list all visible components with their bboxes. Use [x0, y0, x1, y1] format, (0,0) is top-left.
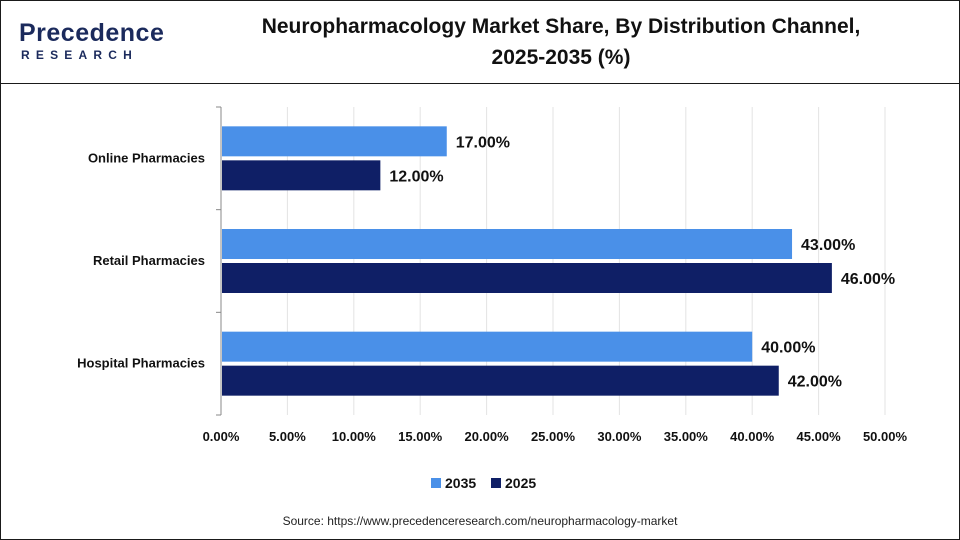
legend-label: 2035 [445, 475, 476, 491]
bar-2035 [222, 126, 447, 157]
x-tick-label: 35.00% [664, 429, 709, 444]
bar-2025 [222, 365, 779, 396]
header: Precedence RESEARCH Neuropharmacology Ma… [1, 1, 959, 84]
x-tick-label: 50.00% [863, 429, 908, 444]
data-label: 40.00% [761, 340, 815, 357]
x-tick-label: 10.00% [332, 429, 377, 444]
data-label: 17.00% [456, 134, 510, 151]
source-note: Source: https://www.precedenceresearch.c… [282, 514, 678, 528]
x-tick-label: 40.00% [730, 429, 775, 444]
brand-logo: Precedence RESEARCH [19, 19, 169, 65]
legend-swatch-2035 [431, 478, 441, 488]
y-category-label: Hospital Pharmacies [77, 356, 205, 371]
legend-swatch-2025 [491, 478, 501, 488]
data-label: 12.00% [389, 168, 443, 185]
data-label: 42.00% [788, 374, 842, 391]
bar-2035 [222, 331, 753, 362]
chart-title-line-1: Neuropharmacology Market Share, By Distr… [261, 15, 861, 38]
y-category-label: Online Pharmacies [88, 150, 205, 165]
bar-chart: 0.00% 5.00% 10.00% 15.00% 20.00% 25.00% 30.00%… [77, 106, 908, 491]
x-tick-label: 0.00% [203, 429, 240, 444]
logo-wordmark: Precedence [19, 19, 165, 47]
bar-2035 [222, 229, 793, 259]
chart-title-line-2: 2025-2035 (%) [491, 46, 631, 69]
chart-title: Neuropharmacology Market Share, By Distr… [181, 11, 941, 73]
y-category-label: Retail Pharmacies [93, 253, 205, 268]
x-tick-label: 5.00% [269, 429, 306, 444]
x-tick-label: 15.00% [398, 429, 443, 444]
bar-2025 [222, 263, 832, 293]
x-tick-label: 25.00% [531, 429, 576, 444]
legend-label: 2025 [505, 475, 536, 491]
data-label: 46.00% [841, 271, 895, 288]
bar-2025 [222, 160, 381, 191]
x-tick-label: 45.00% [797, 429, 842, 444]
data-label: 43.00% [801, 237, 855, 254]
x-tick-label: 20.00% [465, 429, 510, 444]
logo-subtitle: RESEARCH [21, 48, 138, 62]
x-tick-label: 30.00% [597, 429, 642, 444]
